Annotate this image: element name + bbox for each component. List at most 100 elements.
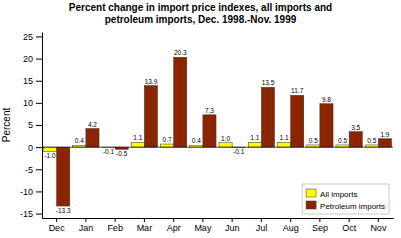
x-tick-mark [319, 218, 320, 222]
data-label: 0.5 [309, 137, 318, 144]
data-label: -0.5 [116, 150, 128, 157]
bar [378, 139, 391, 147]
x-tick-mark [173, 218, 174, 222]
data-label: 0.7 [163, 136, 172, 143]
data-label: 1.0 [221, 135, 230, 142]
y-tick: 10 [23, 98, 42, 108]
x-tick: Jan [79, 218, 94, 233]
data-label: 20.3 [174, 49, 187, 56]
y-tick-mark [36, 59, 42, 60]
x-tick-mark [349, 218, 350, 222]
y-tick-label: 10 [23, 98, 33, 108]
x-tick-label: Apr [167, 223, 181, 233]
title-line: Percent change in import price indexes, … [69, 2, 332, 13]
bar [219, 143, 232, 147]
x-tick: Feb [107, 218, 123, 233]
legend-label: Petroleum imports [320, 202, 385, 211]
data-label: 1.1 [280, 134, 289, 141]
x-tick-label: Jul [256, 223, 268, 233]
x-tick: Jul [256, 218, 268, 233]
legend-swatch [306, 189, 316, 197]
y-tick-label: -5 [25, 165, 33, 175]
y-tick: -5 [25, 165, 42, 175]
data-label: 1.1 [133, 134, 142, 141]
y-tick-mark [36, 169, 42, 170]
y-axis-title: Percent [1, 108, 12, 143]
bar [144, 86, 157, 148]
legend-frame [302, 184, 389, 214]
bar [160, 144, 173, 147]
chart-container: Percent change in import price indexes, … [0, 0, 401, 238]
bar [261, 87, 274, 147]
title: Percent change in import price indexes, … [69, 2, 332, 25]
y-tick-label: 20 [23, 54, 33, 64]
x-axis: Dec Jan Feb Mar Apr May Jun Jul Aug Sep Oct Nov [43, 218, 394, 233]
x-tick-mark [115, 218, 116, 222]
data-label: 3.5 [351, 124, 360, 131]
y-tick: -10 [20, 187, 42, 197]
x-tick-mark [144, 218, 145, 222]
plot-area: -1.00.4-0.11.10.70.41.01.11.10.50.50.5-1… [20, 32, 394, 234]
y-tick: 0 [28, 143, 42, 153]
chart-svg: Percent change in import price indexes, … [0, 0, 401, 238]
x-tick-label: Oct [342, 223, 357, 233]
y-tick: 20 [23, 54, 42, 64]
y-tick-mark [36, 36, 42, 37]
y-tick-label: -10 [20, 187, 33, 197]
x-tick: Nov [370, 218, 387, 233]
bar [203, 115, 216, 147]
x-tick-label: Feb [107, 223, 123, 233]
y-tick-mark [36, 147, 42, 148]
y-tick-label: -15 [20, 209, 33, 219]
y-tick-mark [36, 81, 42, 82]
data-label: -0.1 [103, 148, 115, 155]
bar [131, 142, 144, 147]
bar [86, 129, 99, 148]
x-tick-label: May [194, 223, 212, 233]
x-tick-label: Sep [312, 223, 328, 233]
x-tick: Oct [342, 218, 357, 233]
x-tick: Apr [167, 218, 181, 233]
bar [320, 104, 333, 147]
bar [174, 57, 187, 147]
data-label: -0.1 [233, 148, 245, 155]
bar [57, 147, 70, 206]
y-tick-mark [36, 214, 42, 215]
data-label: 9.8 [322, 96, 331, 103]
x-tick: Sep [312, 218, 328, 233]
x-tick: Mar [137, 218, 153, 233]
y-tick: 15 [23, 76, 42, 86]
legend-swatch [306, 201, 316, 209]
x-tick-label: Nov [370, 223, 387, 233]
y-tick-label: 25 [23, 32, 33, 42]
y-tick-mark [36, 125, 42, 126]
legend: All imports Petroleum imports [302, 184, 389, 214]
y-tick-label: 5 [28, 120, 33, 130]
x-tick: Aug [283, 218, 299, 233]
data-label: 1.9 [380, 131, 389, 138]
data-label: 0.4 [192, 137, 201, 144]
x-tick-label: Jan [79, 223, 94, 233]
y-axis: -15 -10 -5 0 5 10 15 20 25 [20, 32, 43, 219]
y-tick: -15 [20, 209, 42, 219]
zero-line [42, 147, 393, 148]
x-tick-mark [378, 218, 379, 222]
bar-series [57, 57, 392, 206]
bar [248, 142, 261, 147]
x-tick-label: Dec [49, 223, 66, 233]
data-label: 0.5 [367, 137, 376, 144]
x-tick-mark [232, 218, 233, 222]
y-tick-label: 0 [28, 143, 33, 153]
data-label: -13.3 [56, 207, 71, 214]
x-tick-label: Jun [225, 223, 240, 233]
data-label: 0.5 [338, 137, 347, 144]
x-tick: Jun [225, 218, 240, 233]
x-tick-mark [56, 218, 57, 222]
legend-item: Petroleum imports [306, 201, 385, 211]
x-tick: May [194, 218, 212, 233]
bars [43, 57, 391, 206]
legend-item: All imports [306, 189, 357, 199]
y-tick-mark [36, 103, 42, 104]
data-label: 13.9 [145, 78, 158, 85]
y-tick-mark [36, 191, 42, 192]
